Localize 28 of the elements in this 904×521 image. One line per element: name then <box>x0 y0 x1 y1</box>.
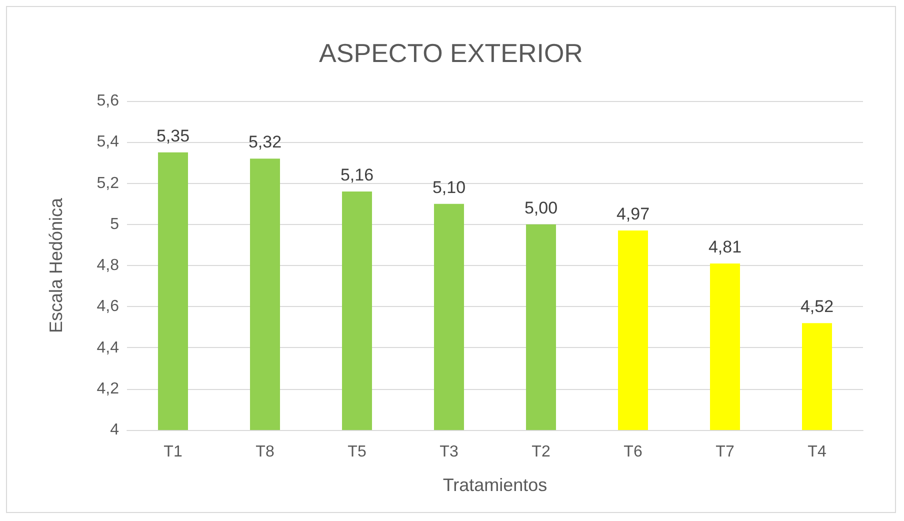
data-label: 5,32 <box>248 132 282 152</box>
x-tick-label: T2 <box>532 444 550 460</box>
data-label: 5,16 <box>340 165 374 184</box>
x-axis-title: Tratamientos <box>442 475 548 495</box>
x-tick-label: T1 <box>164 444 182 460</box>
y-axis-title: Escala Hedónica <box>46 196 66 334</box>
y-tick-label: 4,6 <box>96 298 120 316</box>
data-label: 5,10 <box>432 178 466 197</box>
y-tick-label: 5 <box>110 216 120 233</box>
y-tick-label: 5,4 <box>96 134 120 151</box>
y-tick-label: 4,2 <box>96 380 120 398</box>
x-tick-label: T6 <box>624 444 642 460</box>
x-tick-label: T5 <box>348 444 366 460</box>
y-tick-label: 5,6 <box>96 92 120 110</box>
data-label: 4,97 <box>616 204 650 224</box>
chart-title: ASPECTO EXTERIOR <box>319 38 583 68</box>
data-label: 4,52 <box>800 297 834 316</box>
x-tick-label: T8 <box>256 444 274 460</box>
y-tick-label: 4,8 <box>96 257 120 274</box>
y-tick-label: 4 <box>110 422 120 438</box>
data-label: 4,81 <box>708 237 742 256</box>
data-label: 5,00 <box>524 198 558 218</box>
y-tick-label: 4,4 <box>96 339 120 356</box>
x-tick-label: T3 <box>440 444 458 460</box>
data-label: 5,35 <box>156 126 190 146</box>
x-tick-label: T4 <box>808 444 826 460</box>
y-tick-label: 5,2 <box>96 174 120 192</box>
x-tick-label: T7 <box>716 444 734 460</box>
